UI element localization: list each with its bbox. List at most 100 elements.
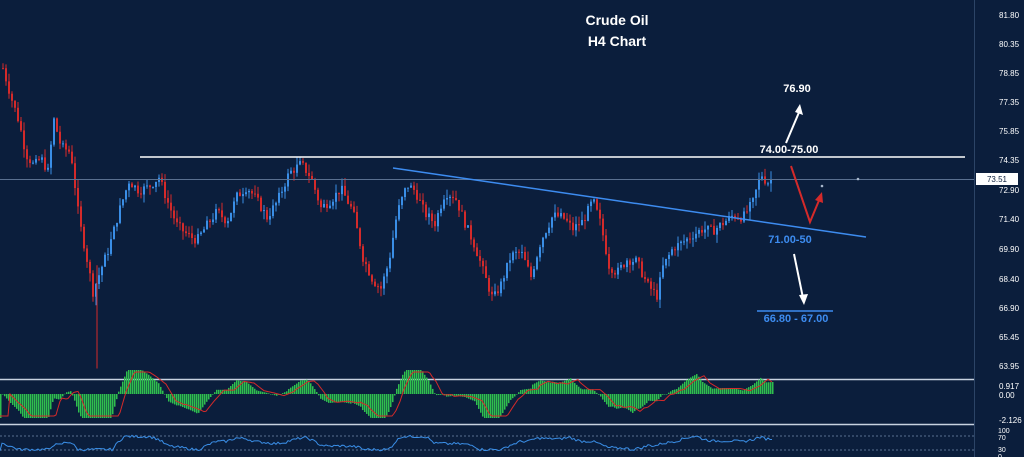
candle-body	[377, 286, 379, 288]
candle-body	[149, 185, 151, 188]
macd-bar	[458, 394, 460, 397]
candle-body	[413, 185, 415, 190]
macd-histogram	[0, 370, 774, 418]
macd-bar	[242, 381, 244, 394]
macd-bar	[408, 370, 410, 394]
candle-body	[557, 212, 559, 217]
macd-bar	[582, 389, 584, 394]
candle-body	[329, 205, 331, 208]
candle-body	[185, 231, 187, 234]
macd-bar	[416, 370, 418, 394]
macd-bar	[186, 394, 188, 409]
candle-body	[605, 235, 607, 255]
macd-bar	[504, 394, 506, 410]
candle-body	[611, 268, 613, 273]
candle-body	[62, 143, 64, 145]
macd-bar	[498, 394, 500, 418]
macd-bar	[514, 394, 516, 397]
candle-body	[668, 254, 670, 259]
candle-body	[467, 225, 469, 228]
macd-bar	[260, 391, 262, 394]
candle-body	[359, 228, 361, 247]
candle-body	[233, 201, 235, 213]
macd-bar	[286, 391, 288, 394]
candle-body	[518, 251, 520, 253]
macd-bar	[640, 394, 642, 409]
candle-body	[629, 260, 631, 265]
macd-bar	[594, 391, 596, 394]
candle-body	[455, 198, 457, 200]
rsi-tick: 0	[998, 454, 1002, 457]
macd-bar	[378, 394, 380, 418]
candle-body	[398, 205, 400, 220]
macd-bar	[376, 394, 378, 418]
macd-bar	[670, 391, 672, 394]
candle-body	[248, 190, 250, 193]
macd-bar	[692, 376, 694, 394]
macd-bar	[624, 394, 626, 409]
candle-body	[134, 185, 136, 188]
macd-bar	[180, 394, 182, 407]
candle-body	[44, 157, 46, 170]
candle-body	[734, 215, 736, 219]
candle-body	[428, 213, 430, 218]
macd-bar	[424, 374, 426, 394]
macd-bar	[730, 388, 732, 394]
macd-bar	[76, 394, 78, 407]
descending-trendline	[392, 167, 867, 238]
macd-bar	[444, 394, 446, 395]
candle-body	[191, 233, 193, 238]
candle-body	[593, 199, 595, 202]
candle-body	[275, 202, 277, 206]
rsi-tick: 30	[998, 447, 1006, 454]
macd-bar	[338, 394, 340, 403]
macd-bar	[620, 394, 622, 409]
candle-body	[575, 224, 577, 231]
macd-bar	[702, 382, 704, 394]
macd-bar	[202, 394, 204, 408]
candle-body	[368, 264, 370, 276]
macd-bar	[668, 392, 670, 394]
candle-body	[422, 200, 424, 205]
macd-bar	[572, 381, 574, 394]
macd-bar	[742, 390, 744, 394]
macd-bar	[262, 391, 264, 394]
candle-body	[209, 220, 211, 223]
macd-bar	[604, 394, 606, 402]
candle-body	[74, 163, 76, 189]
macd-tick: 0.917	[999, 382, 1020, 391]
macd-bar	[746, 388, 748, 394]
candle-body	[746, 211, 748, 213]
macd-bar	[370, 394, 372, 418]
macd-bar	[718, 388, 720, 394]
macd-bar	[310, 383, 312, 394]
candle-body	[671, 249, 673, 255]
candle-body	[224, 217, 226, 224]
last-price-badge	[976, 173, 1018, 185]
candle-body	[407, 187, 409, 189]
rsi-line	[0, 434, 772, 452]
macd-bar	[400, 379, 402, 394]
candle-body	[308, 172, 310, 176]
candle-body	[242, 194, 244, 197]
candle-body	[632, 261, 634, 265]
macd-bar	[516, 394, 518, 395]
macd-bar	[50, 394, 52, 410]
macd-bar	[606, 394, 608, 405]
candle-body	[176, 218, 178, 223]
candle-body	[545, 233, 547, 238]
macd-bar	[224, 389, 226, 394]
candle-body	[266, 210, 268, 220]
candle-body	[656, 289, 658, 300]
candle-body	[599, 209, 601, 219]
candle-body	[56, 118, 58, 132]
macd-bar	[128, 370, 130, 394]
price-tick: 78.85	[999, 69, 1020, 78]
candle-body	[320, 200, 322, 208]
macd-bar	[206, 394, 208, 402]
macd-bar	[698, 376, 700, 394]
macd-bar	[250, 385, 252, 394]
candle-body	[137, 185, 139, 194]
macd-bar	[722, 388, 724, 394]
macd-bar	[62, 394, 64, 397]
